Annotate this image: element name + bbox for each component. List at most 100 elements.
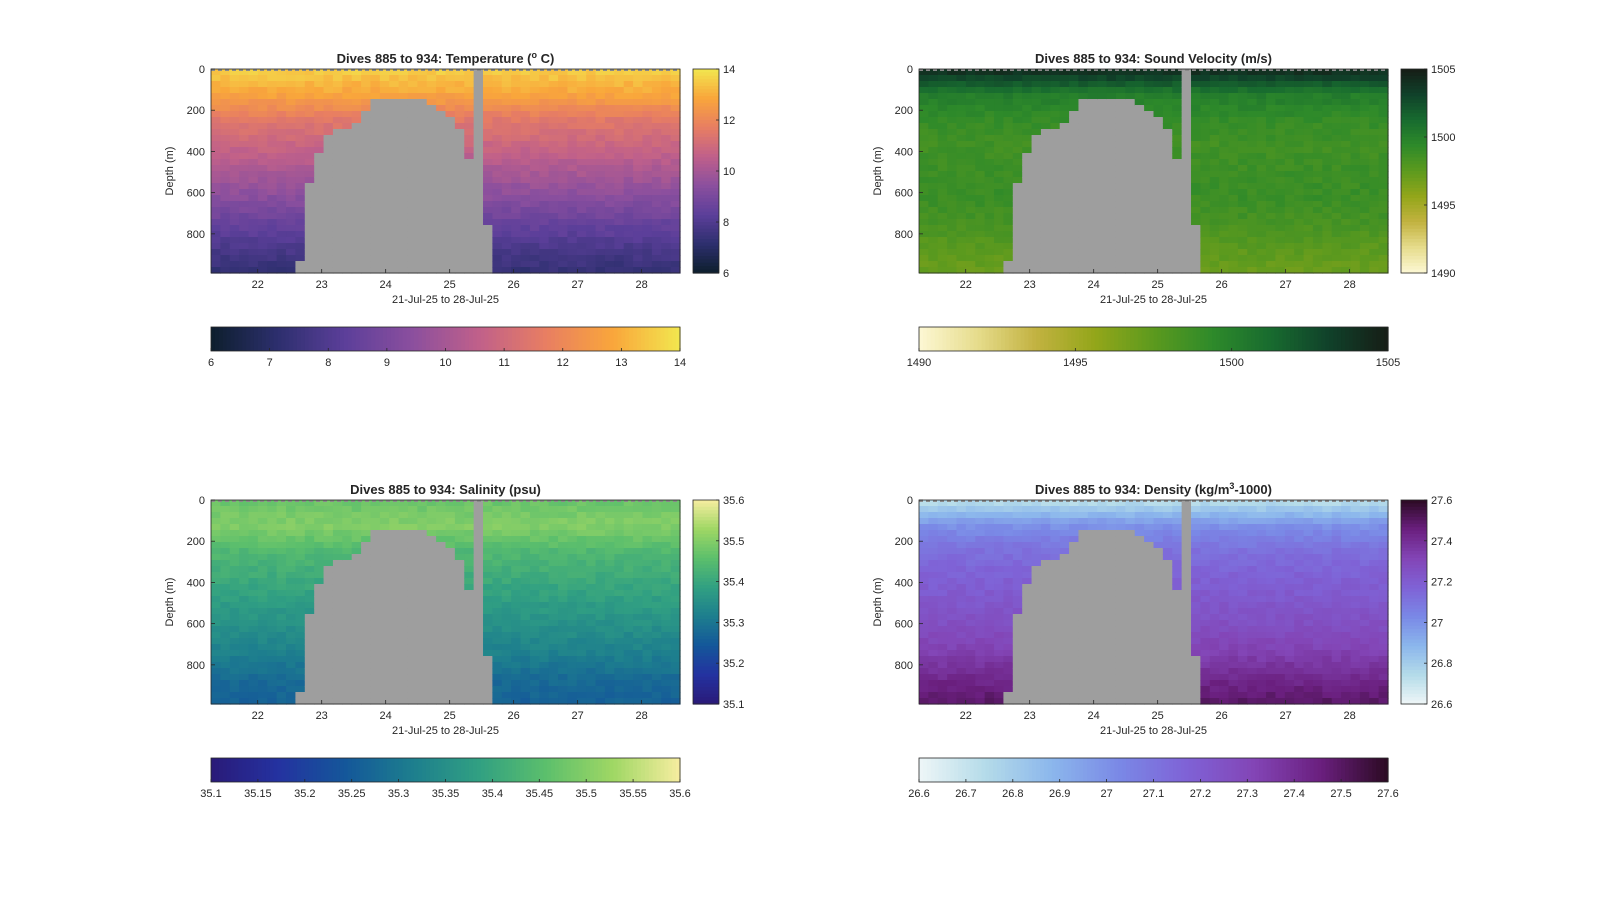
heat-cell [947,189,958,196]
heat-cell [211,674,221,681]
heat-cell [633,183,644,190]
heat-cell [483,566,493,573]
heat-cell [454,189,465,196]
colorbar-right-step [693,160,719,165]
heat-cell [1172,117,1183,124]
heat-cell [342,255,353,262]
heat-cell [975,69,986,76]
heat-cell [548,123,559,130]
heat-cell [464,608,475,615]
heat-cell [1247,237,1258,244]
heat-cell [248,602,259,609]
chart-title: Dives 885 to 934: Temperature (o C) [337,50,555,66]
heat-cell [529,243,540,250]
heat-cell [454,662,465,669]
heat-cell [567,111,578,118]
heat-cell [379,554,390,561]
heat-cell [379,620,390,627]
heat-cell [370,686,381,693]
heat-cell [370,267,381,274]
heat-cell [1294,99,1305,106]
heat-cell [937,195,948,202]
heat-cell [483,548,493,555]
heat-cell [257,189,268,196]
heat-cell [1162,237,1173,244]
heat-cell [1350,177,1361,184]
heat-cell [1059,159,1070,166]
heat-cell [548,147,559,154]
heat-cell [1237,129,1248,136]
heat-cell [928,135,939,142]
heat-cell [1359,183,1370,190]
heat-cell [229,596,240,603]
heat-cell [1153,123,1164,130]
heat-cell [1134,183,1145,190]
heat-cell [1331,93,1342,100]
colorbar-right-tick-label: 12 [723,115,735,127]
heat-cell [1294,147,1305,154]
heat-cell [286,267,297,274]
heat-cell [1256,201,1267,208]
heat-cell [342,644,353,651]
heat-cell [1144,243,1155,250]
heat-cell [295,542,306,549]
colorbar-bottom-step [1294,327,1299,351]
heat-cell [501,171,512,178]
heat-cell [975,177,986,184]
heat-cell [586,243,597,250]
heat-cell [276,572,287,579]
heat-cell [389,171,400,178]
colorbar-right-step [693,75,719,80]
heat-cell [314,213,325,220]
heat-cell [295,632,306,639]
heat-cell [586,153,597,160]
x-tick-label: 22 [960,279,972,291]
heat-cell [1266,129,1277,136]
heat-cell [548,183,559,190]
heat-cell [445,243,456,250]
heat-cell [1172,129,1183,136]
heat-cell [220,231,231,238]
heat-cell [276,500,287,507]
heat-cell [670,177,681,184]
heat-cell [492,111,503,118]
heat-cell [1237,183,1248,190]
heat-cell [389,261,400,268]
heat-cell [1087,207,1098,214]
heat-cell [1228,255,1239,262]
heat-cell [1115,123,1126,130]
heat-cell [1200,261,1211,268]
heat-cell [511,524,522,531]
colorbar-bottom-step [519,327,525,351]
heat-cell [473,213,484,220]
heat-cell [1162,207,1173,214]
heat-cell [1284,183,1295,190]
heat-cell [937,81,948,88]
heat-cell [464,87,475,94]
heat-cell [267,207,278,214]
heat-cell [248,117,259,124]
heat-cell [323,662,334,669]
heat-cell [1359,237,1370,244]
heat-cell [351,512,362,519]
heat-cell [956,189,967,196]
heat-cell [1359,207,1370,214]
colorbar-bottom-step [926,327,932,351]
colorbar-bottom-step [574,327,579,351]
heat-cell [1106,117,1117,124]
heat-cell [614,135,625,142]
heat-cell [937,231,948,238]
heat-cell [248,584,259,591]
heat-cell [1125,87,1136,94]
heat-cell [257,614,268,621]
heat-cell [220,668,231,675]
heat-cell [501,141,512,148]
heat-cell [642,105,653,112]
heat-cell [1106,105,1117,112]
heat-cell [370,620,381,627]
heat-cell [1341,99,1352,106]
heat-cell [248,560,259,567]
heat-cell [332,638,343,645]
heat-cell [492,572,503,579]
heat-cell [1106,171,1117,178]
